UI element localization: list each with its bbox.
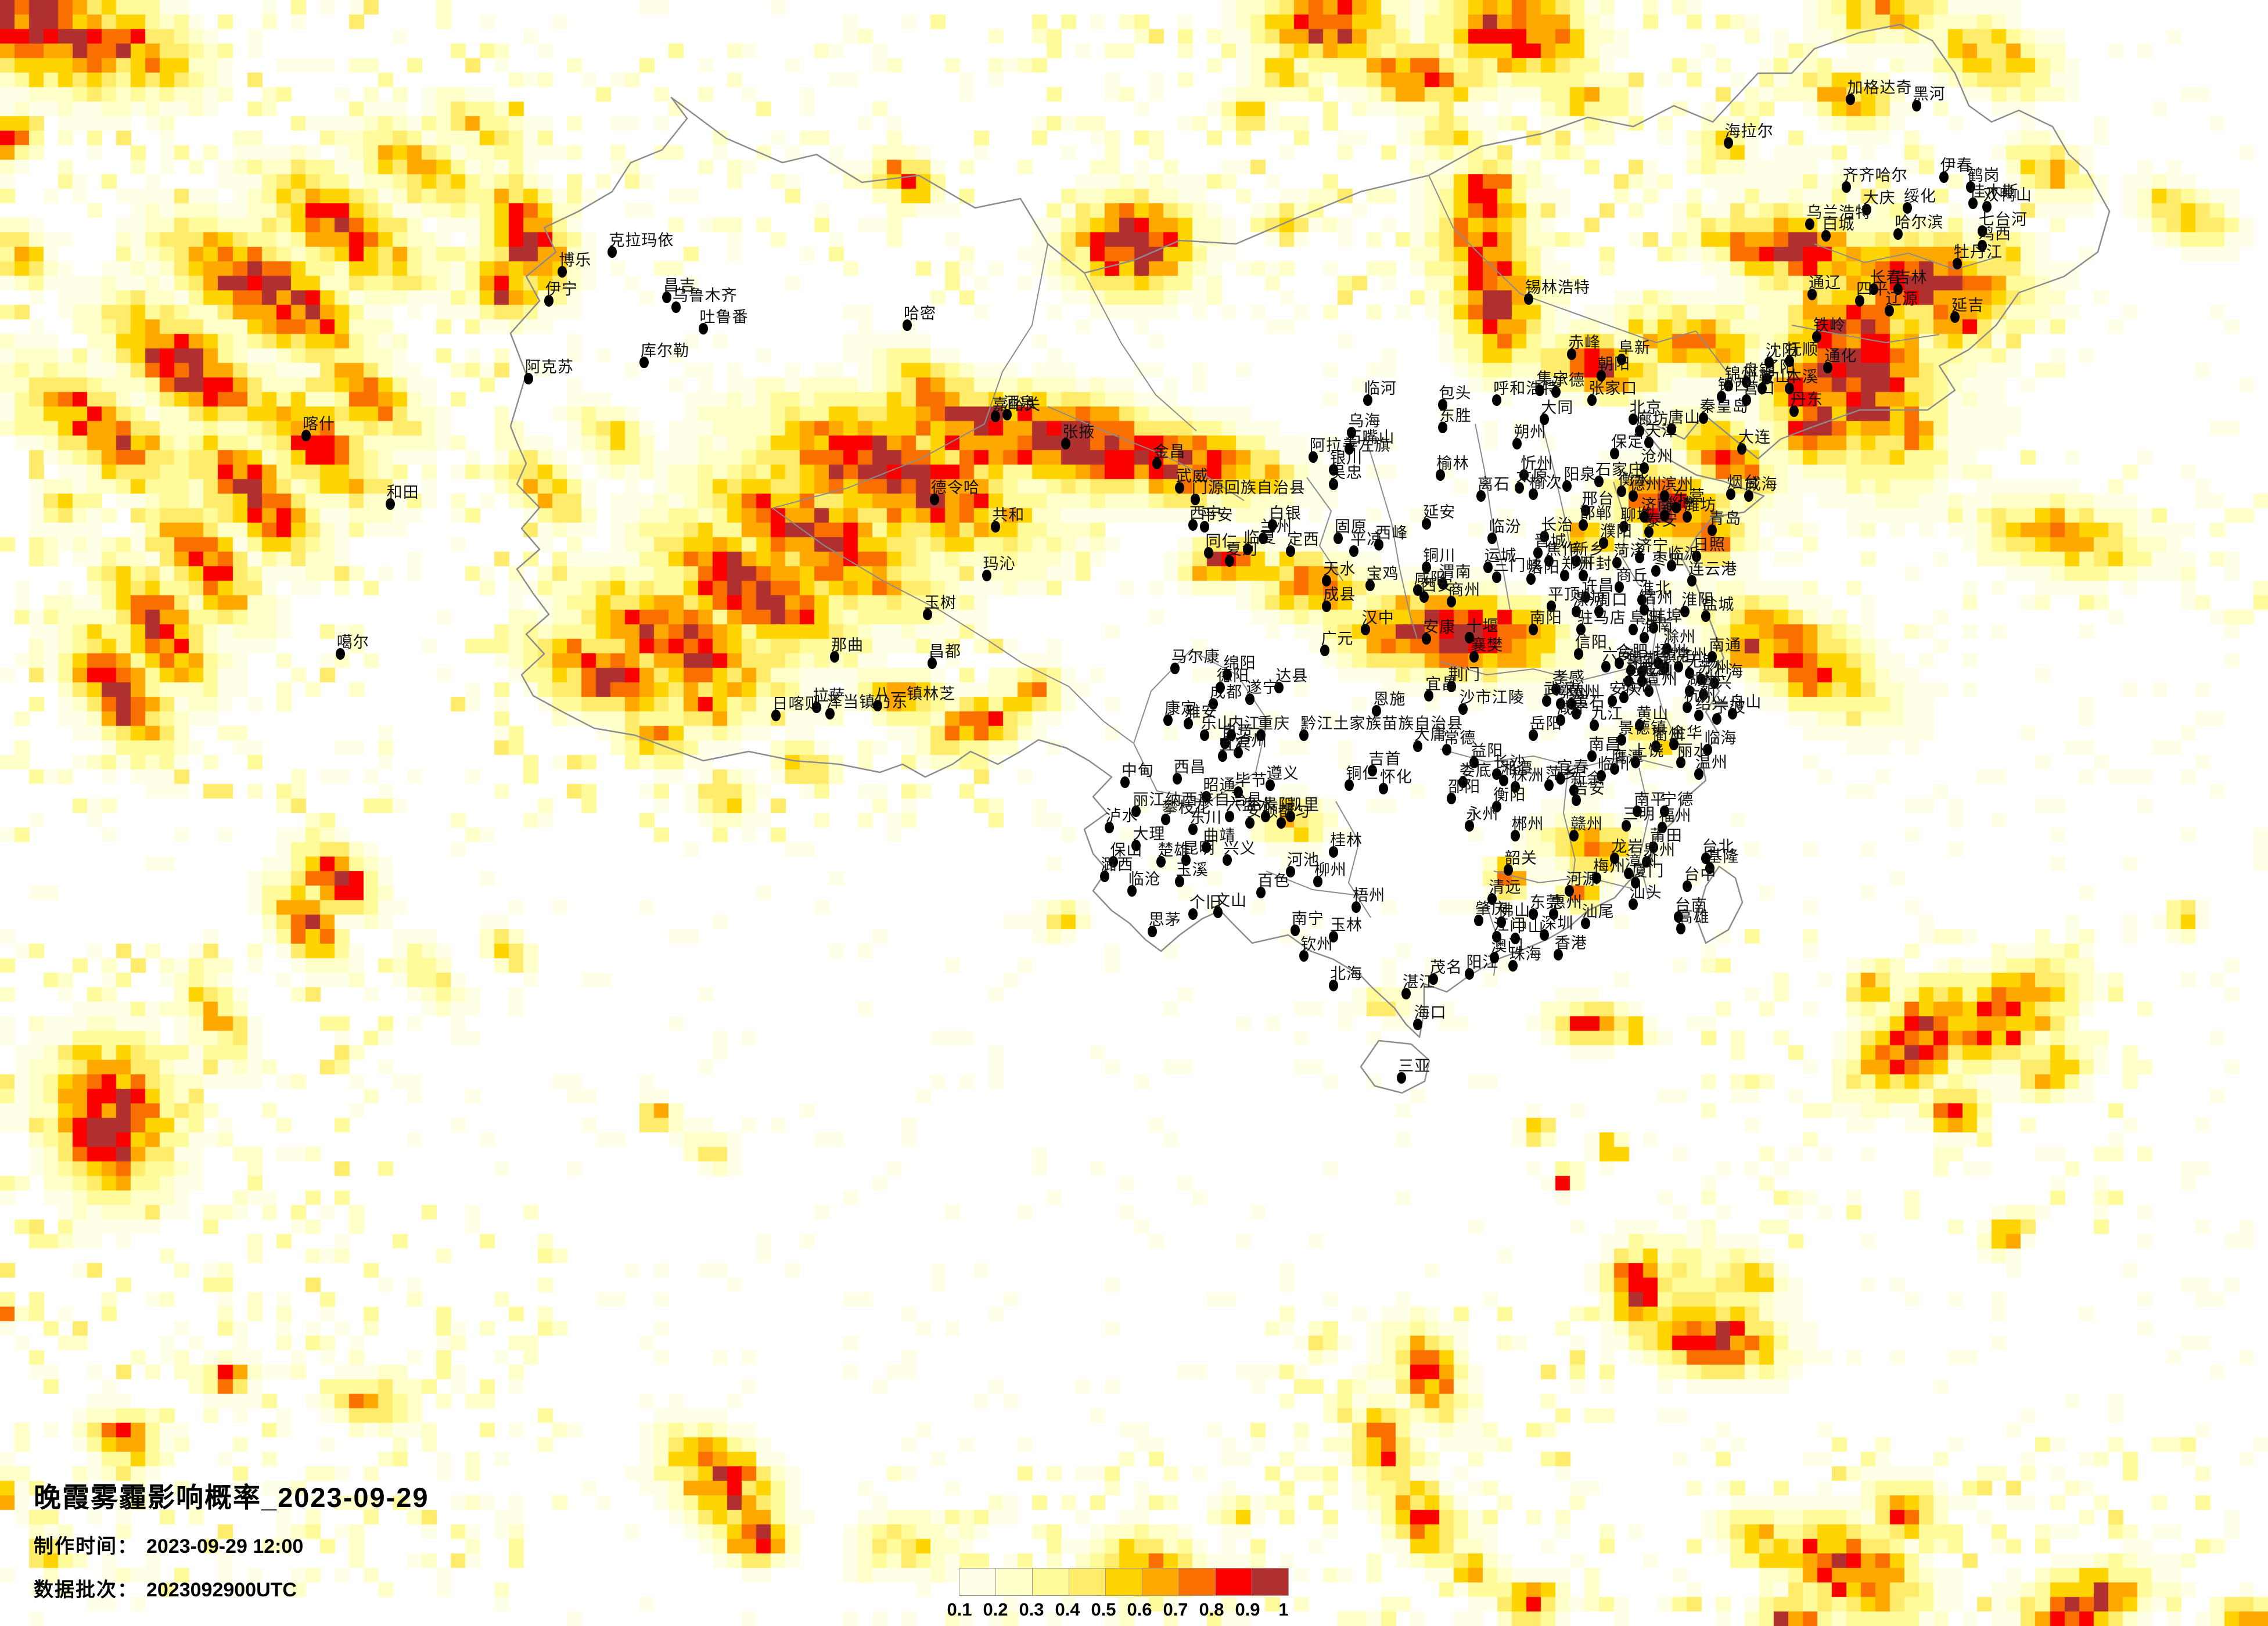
production-time-row: 制作时间： 2023-09-29 12:00 <box>34 1530 429 1559</box>
legend-color-box <box>1032 1568 1069 1596</box>
data-batch-row: 数据批次： 2023092900UTC <box>34 1574 429 1602</box>
legend-tick: 0.3 <box>1019 1599 1044 1620</box>
legend-tick: 0.1 <box>947 1599 972 1620</box>
legend-tick: 1 <box>1278 1599 1289 1620</box>
legend-color-box <box>995 1568 1033 1596</box>
data-batch-value: 2023092900UTC <box>146 1579 297 1601</box>
production-time-value: 2023-09-29 12:00 <box>146 1535 304 1557</box>
legend-tick: 0.6 <box>1127 1599 1152 1620</box>
map-title: 晚霞雾霾影响概率_2023-09-29 <box>34 1482 429 1513</box>
data-batch-label: 数据批次： <box>34 1579 138 1601</box>
legend-color-box <box>959 1568 996 1596</box>
probability-legend: 0.1 0.2 0.3 0.4 0.5 0.6 0.7 0.8 0.9 1 <box>947 1568 1289 1623</box>
title-block: 晚霞雾霾影响概率_2023-09-29 制作时间： 2023-09-29 12:0… <box>34 1475 429 1602</box>
legend-tick-labels: 0.1 0.2 0.3 0.4 0.5 0.6 0.7 0.8 0.9 1 <box>947 1599 1289 1623</box>
legend-color-box <box>1215 1568 1252 1596</box>
legend-tick: 0.7 <box>1163 1599 1188 1620</box>
legend-tick: 0.2 <box>983 1599 1008 1620</box>
legend-color-box <box>1069 1568 1106 1596</box>
legend-tick: 0.8 <box>1199 1599 1224 1620</box>
production-time-label: 制作时间： <box>34 1535 138 1557</box>
legend-color-ramp <box>959 1568 1289 1596</box>
legend-tick: 0.9 <box>1235 1599 1260 1620</box>
legend-tick: 0.4 <box>1055 1599 1080 1620</box>
legend-color-box <box>1142 1568 1179 1596</box>
legend-color-box <box>1252 1568 1289 1596</box>
legend-tick: 0.5 <box>1091 1599 1116 1620</box>
legend-color-box <box>1105 1568 1142 1596</box>
legend-color-box <box>1178 1568 1216 1596</box>
